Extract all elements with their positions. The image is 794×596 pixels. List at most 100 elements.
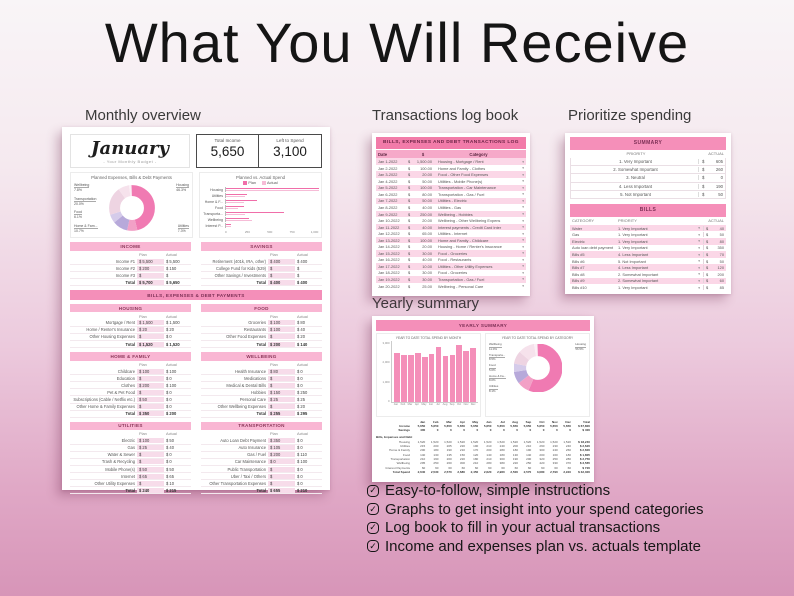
actual-cell[interactable]: $ 150 xyxy=(166,265,177,271)
plan-cell[interactable]: $ xyxy=(268,473,295,479)
dropdown-icon[interactable]: ▾ xyxy=(522,185,524,190)
actual-cell[interactable]: $ 0 xyxy=(166,404,172,410)
plan-cell[interactable]: $ 1,500 xyxy=(137,320,164,326)
plan-cell[interactable]: $ 25 xyxy=(268,396,295,402)
actual-cell[interactable]: $ 80 xyxy=(297,320,305,326)
transaction-category[interactable]: Utilities - Gas xyxy=(438,204,462,210)
actual-cell[interactable]: $ 0 xyxy=(297,438,303,444)
priority-select[interactable]: 4. Less Important ▾ xyxy=(618,252,703,257)
plan-cell[interactable]: $ xyxy=(137,480,164,486)
transaction-category[interactable]: Housing - Home / Renter's Insurance xyxy=(438,244,502,250)
actual-cell[interactable]: $ 0 xyxy=(166,389,172,395)
transaction-category[interactable]: Food - Groceries xyxy=(438,250,468,256)
actual-cell[interactable]: $ 250 xyxy=(297,389,308,395)
dropdown-icon[interactable]: ▾ xyxy=(522,264,524,269)
plan-cell[interactable]: $ 65 xyxy=(137,473,164,479)
dropdown-icon[interactable]: ▾ xyxy=(698,278,700,283)
actual-cell[interactable]: $ 0 xyxy=(166,459,172,465)
actual-cell[interactable]: $ 0 xyxy=(297,382,303,388)
dropdown-icon[interactable]: ▾ xyxy=(522,192,524,197)
transaction-category[interactable]: Transportation - Gas / Fuel xyxy=(438,191,485,197)
dropdown-icon[interactable]: ▾ xyxy=(522,198,524,203)
priority-select[interactable]: 4. Less Important ▾ xyxy=(618,265,703,270)
plan-cell[interactable]: $ 25 xyxy=(137,445,164,451)
actual-cell[interactable]: $ 25 xyxy=(297,396,305,402)
dropdown-icon[interactable]: ▾ xyxy=(698,285,700,290)
dropdown-icon[interactable]: ▾ xyxy=(698,239,700,244)
actual-cell[interactable]: $ 0 xyxy=(166,375,172,381)
actual-cell[interactable]: $ 110 xyxy=(297,452,307,458)
priority-select[interactable]: 1. Very Important ▾ xyxy=(618,239,703,244)
dropdown-icon[interactable]: ▾ xyxy=(522,270,524,275)
priority-select[interactable]: 1. Very Important ▾ xyxy=(618,226,703,231)
plan-cell[interactable]: $ xyxy=(268,334,295,340)
transaction-category[interactable]: Utilities - Other Utility Expenses xyxy=(438,263,493,269)
dropdown-icon[interactable]: ▾ xyxy=(522,218,524,223)
actual-cell[interactable]: $ 0 xyxy=(297,375,303,381)
transaction-category[interactable]: Utilities - Mobile Phone(s) xyxy=(438,178,483,184)
dropdown-icon[interactable]: ▾ xyxy=(522,166,524,171)
transaction-category[interactable]: Wellbeing - Personal Care xyxy=(438,283,484,289)
transaction-category[interactable]: Food - Groceries xyxy=(438,270,468,276)
plan-cell[interactable]: $ 200 xyxy=(137,265,164,271)
transaction-category[interactable]: Food - Other Food Expenses xyxy=(438,172,489,178)
plan-cell[interactable]: $ 200 xyxy=(137,382,164,388)
actual-cell[interactable]: $ xyxy=(297,272,300,278)
actual-cell[interactable]: $ 0 xyxy=(297,466,303,472)
actual-cell[interactable]: $ 0 xyxy=(166,396,172,402)
plan-cell[interactable]: $ 5,500 xyxy=(137,258,164,264)
dropdown-icon[interactable]: ▾ xyxy=(522,205,524,210)
plan-cell[interactable]: $ 100 xyxy=(268,327,295,333)
plan-cell[interactable]: $ 100 xyxy=(137,368,164,374)
plan-cell[interactable]: $ xyxy=(268,404,295,410)
actual-cell[interactable]: $ 20 xyxy=(297,404,305,410)
actual-cell[interactable]: $ 0 xyxy=(297,473,303,479)
priority-select[interactable]: 1. Very Important ▾ xyxy=(618,285,703,290)
plan-cell[interactable]: $ xyxy=(268,480,295,486)
dropdown-icon[interactable]: ▾ xyxy=(698,232,700,237)
actual-cell[interactable]: $ 40 xyxy=(166,445,174,451)
priority-select[interactable]: 2. Somewhat Important ▾ xyxy=(618,272,703,277)
plan-cell[interactable]: $ xyxy=(137,272,164,278)
plan-cell[interactable]: $ xyxy=(137,452,164,458)
dropdown-icon[interactable]: ▾ xyxy=(522,277,524,282)
plan-cell[interactable]: $ 20 xyxy=(137,327,164,333)
actual-cell[interactable]: $ 0 xyxy=(297,368,303,374)
dropdown-icon[interactable]: ▾ xyxy=(522,172,524,177)
actual-cell[interactable]: $ 20 xyxy=(297,334,305,340)
plan-cell[interactable]: $ 50 xyxy=(137,466,164,472)
dropdown-icon[interactable]: ▾ xyxy=(522,159,524,164)
plan-cell[interactable]: $ 350 xyxy=(268,438,295,444)
transaction-category[interactable]: Food - Restaurants xyxy=(438,257,472,263)
actual-cell[interactable]: $ 100 xyxy=(166,382,177,388)
plan-cell[interactable]: $ 400 xyxy=(268,258,295,264)
transaction-category[interactable]: Wellbeing - Hobbies xyxy=(438,211,473,217)
dropdown-icon[interactable]: ▾ xyxy=(522,212,524,217)
transaction-category[interactable]: Wellbeing - Other Wellbeing Expens xyxy=(438,218,501,224)
dropdown-icon[interactable]: ▾ xyxy=(522,231,524,236)
actual-cell[interactable]: $ 0 xyxy=(166,452,172,458)
dropdown-icon[interactable]: ▾ xyxy=(522,251,524,256)
actual-cell[interactable]: $ 0 xyxy=(297,445,303,451)
plan-cell[interactable]: $ xyxy=(137,334,164,340)
plan-cell[interactable]: $ 80 xyxy=(268,368,295,374)
dropdown-icon[interactable]: ▾ xyxy=(698,226,700,231)
plan-cell[interactable]: $ xyxy=(268,272,295,278)
dropdown-icon[interactable]: ▾ xyxy=(698,259,700,264)
actual-cell[interactable]: $ 0 xyxy=(166,334,172,340)
plan-cell[interactable]: $ xyxy=(268,375,295,381)
actual-cell[interactable]: $ 65 xyxy=(166,473,174,479)
actual-cell[interactable]: $ 100 xyxy=(166,368,177,374)
priority-select[interactable]: 1. Very Important ▾ xyxy=(618,232,703,237)
transaction-category[interactable]: Utilities - Internet xyxy=(438,231,468,237)
priority-select[interactable]: 1. Very Important ▾ xyxy=(618,245,703,250)
plan-cell[interactable]: $ 105 xyxy=(268,445,295,451)
plan-cell[interactable]: $ 100 xyxy=(137,438,164,444)
plan-cell[interactable]: $ xyxy=(268,265,295,271)
transaction-category[interactable]: Housing - Mortgage / Rent xyxy=(438,159,484,165)
dropdown-icon[interactable]: ▾ xyxy=(698,265,700,270)
actual-cell[interactable]: $ 400 xyxy=(297,258,308,264)
dropdown-icon[interactable]: ▾ xyxy=(522,179,524,184)
actual-cell[interactable]: $ xyxy=(297,265,300,271)
transaction-category[interactable]: Home and Family - Clothes xyxy=(438,165,486,171)
